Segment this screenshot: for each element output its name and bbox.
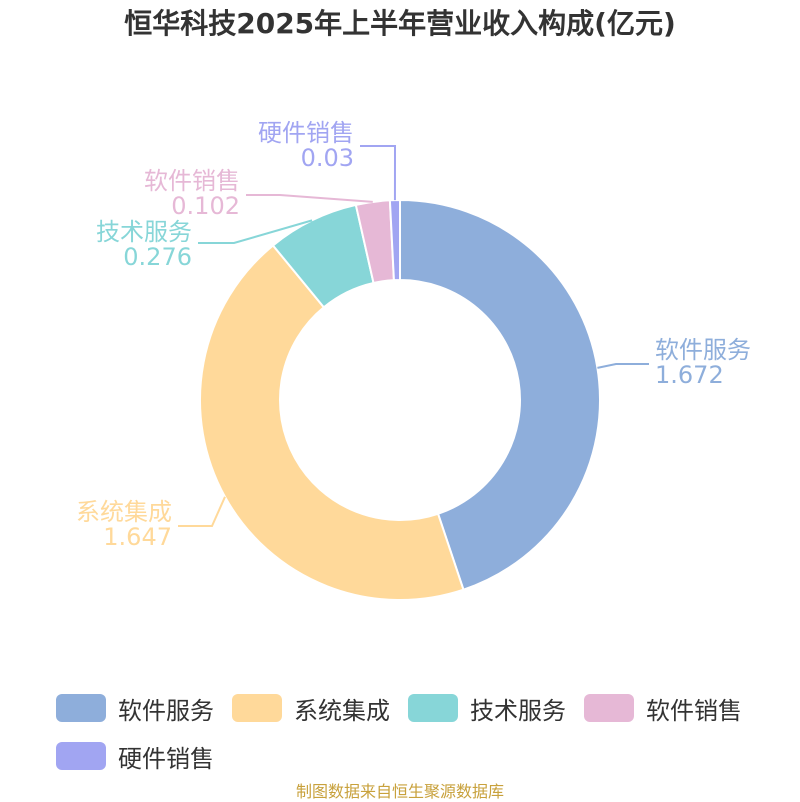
slice-label-name-2: 系统集成	[76, 498, 172, 526]
donut-slice-5[interactable]	[388, 198, 401, 282]
legend-label: 软件销售	[646, 696, 742, 725]
slice-label-name-1: 软件服务	[655, 336, 751, 364]
legend-label: 硬件销售	[118, 744, 214, 773]
legend-swatch	[56, 742, 106, 770]
legend-label: 软件服务	[118, 696, 214, 725]
legend-label: 技术服务	[470, 696, 566, 725]
leader-line-2	[178, 496, 226, 527]
data-source-note: 制图数据来自恒生聚源数据库	[295, 782, 504, 801]
slice-label-value-1: 1.672	[655, 361, 724, 389]
leader-line-1	[597, 363, 649, 369]
leader-line-5	[360, 145, 397, 201]
slice-label-name-3: 技术服务	[96, 218, 192, 246]
slice-label-value-2: 1.647	[103, 523, 172, 551]
leader-line-3	[198, 219, 313, 244]
legend-label: 系统集成	[294, 696, 390, 725]
legend-swatch	[56, 694, 106, 722]
donut-slice-2[interactable]	[199, 244, 465, 601]
legend-item-1[interactable]: 软件服务	[56, 688, 214, 728]
legend-item-4[interactable]: 软件销售	[584, 688, 742, 728]
slice-label-name-4: 软件销售	[144, 167, 240, 195]
legend-item-2[interactable]: 系统集成	[232, 688, 390, 728]
slice-label-value-3: 0.276	[123, 243, 192, 271]
leader-line-4	[246, 194, 373, 203]
slice-label-value-5: 0.03	[301, 144, 354, 172]
legend-item-3[interactable]: 技术服务	[408, 688, 566, 728]
chart-title: 恒华科技2025年上半年营业收入构成(亿元)	[124, 7, 676, 40]
legend-swatch	[408, 694, 458, 722]
legend-swatch	[584, 694, 634, 722]
legend-swatch	[232, 694, 282, 722]
legend-item-5[interactable]: 硬件销售	[56, 736, 214, 776]
slice-label-name-5: 硬件销售	[258, 119, 354, 147]
donut-slice-1[interactable]	[399, 198, 601, 591]
slice-label-value-4: 0.102	[171, 192, 240, 220]
